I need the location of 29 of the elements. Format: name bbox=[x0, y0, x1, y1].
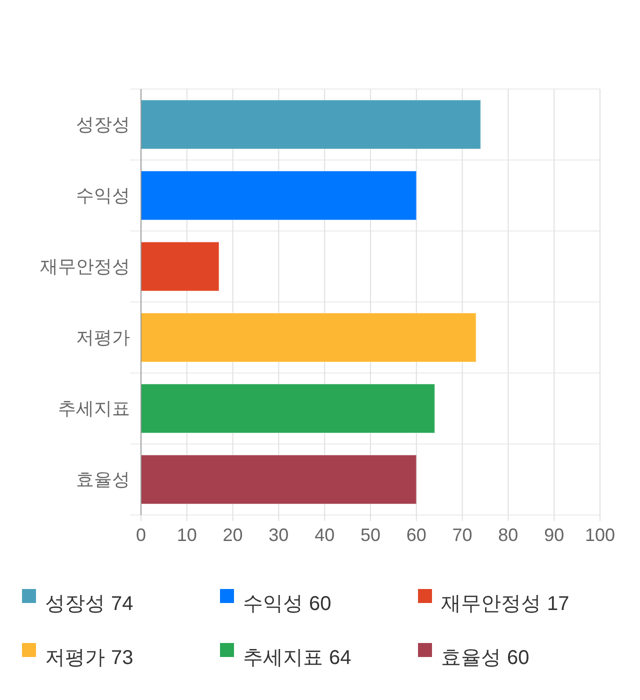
annotation: 17 bbox=[547, 593, 570, 615]
annotation: 60 bbox=[309, 593, 332, 615]
x-tick-label: 90 bbox=[544, 525, 564, 545]
legend-label: 추세지표 bbox=[243, 647, 323, 669]
annotation: 64 bbox=[329, 647, 352, 669]
x-tick-label: 70 bbox=[452, 525, 472, 545]
annotation: 60 bbox=[507, 647, 530, 669]
x-tick-label: 20 bbox=[222, 525, 243, 545]
legend-label: 성장성 bbox=[45, 593, 105, 615]
x-tick-label: 30 bbox=[268, 525, 289, 545]
annotation: 73 bbox=[111, 647, 134, 669]
y-tick-label: 성장성 bbox=[76, 114, 130, 134]
y-tick-label: 수익성 bbox=[76, 186, 130, 206]
x-tick-label: 10 bbox=[176, 525, 197, 545]
legend-label: 저평가 bbox=[45, 647, 105, 669]
y-tick-label: 추세지표 bbox=[58, 398, 130, 418]
annotation: 74 bbox=[111, 593, 134, 615]
x-tick-label: 40 bbox=[314, 525, 335, 545]
y-tick-label: 재무안정성 bbox=[40, 256, 130, 276]
x-tick-label: 100 bbox=[584, 525, 616, 545]
x-tick-label: 60 bbox=[406, 525, 426, 545]
x-tick-label: 80 bbox=[498, 525, 518, 545]
legend-label: 효율성 bbox=[441, 647, 501, 669]
y-tick-label: 효율성 bbox=[76, 470, 130, 490]
x-tick-label: 50 bbox=[360, 525, 381, 545]
legend-label: 수익성 bbox=[243, 593, 303, 615]
y-tick-label: 저평가 bbox=[76, 328, 130, 348]
x-tick-label: 0 bbox=[136, 525, 146, 545]
legend-label: 재무안정성 bbox=[441, 593, 541, 615]
